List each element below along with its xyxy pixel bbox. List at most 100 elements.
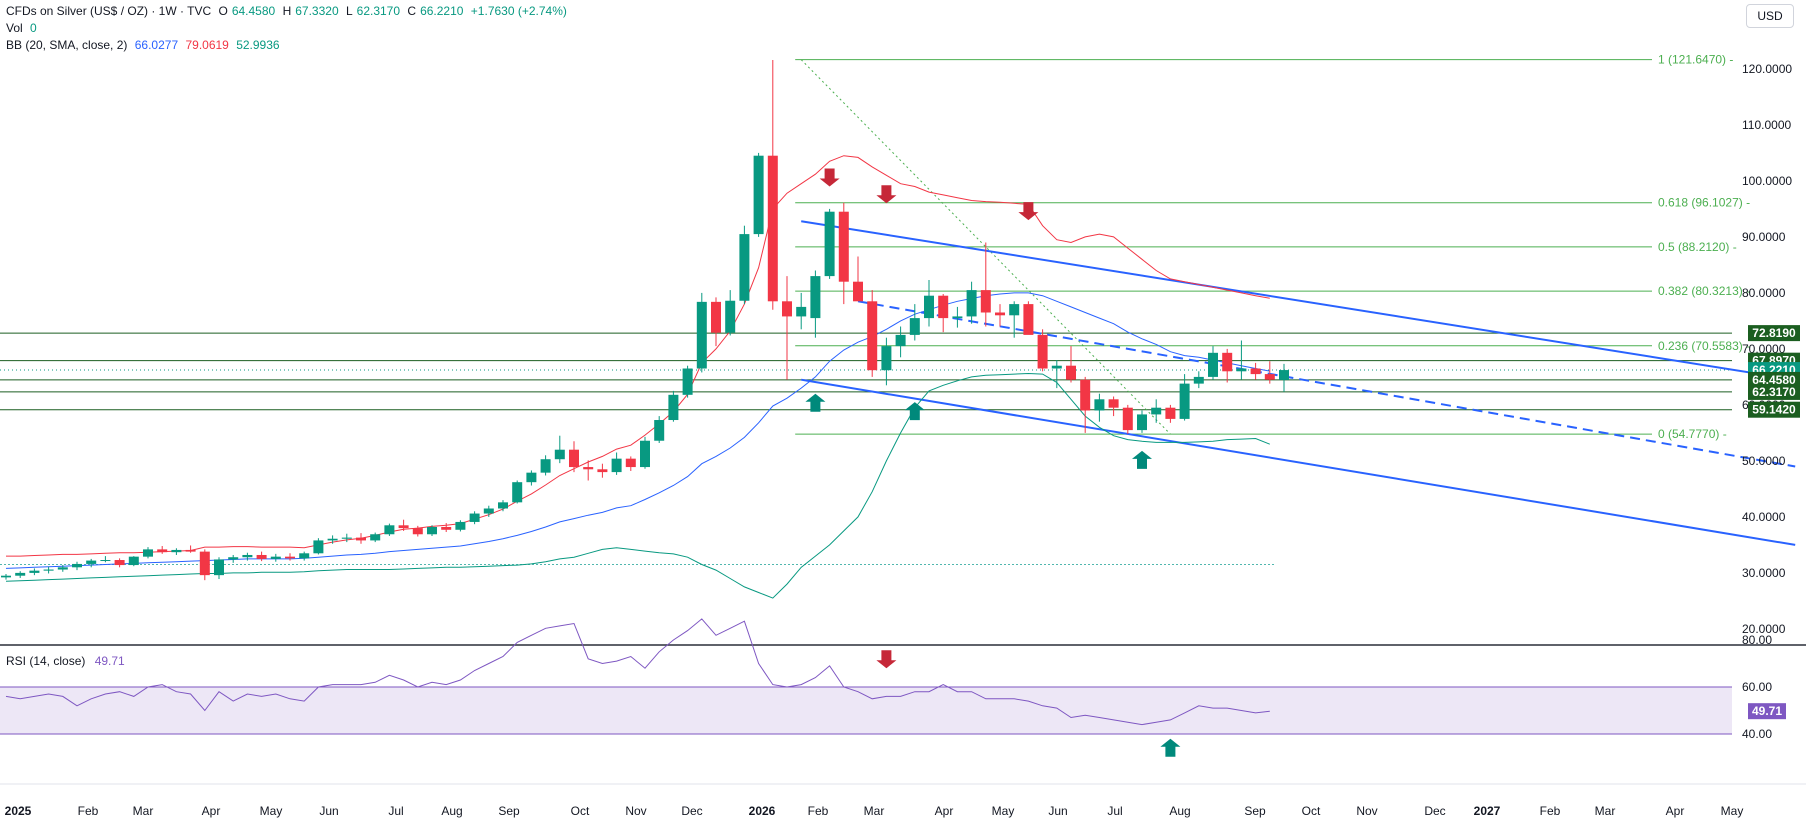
candle xyxy=(285,553,295,561)
candle-body xyxy=(753,155,764,235)
candle xyxy=(853,256,863,302)
candle-body xyxy=(427,526,437,535)
candle-body xyxy=(711,301,721,333)
candle xyxy=(753,152,764,237)
rsi-axis-tick: 80.00 xyxy=(1742,633,1772,647)
candle xyxy=(938,294,949,333)
candle xyxy=(1264,361,1275,384)
candle-body xyxy=(1023,304,1034,335)
candle xyxy=(270,553,281,562)
candle xyxy=(838,202,849,305)
candle-body xyxy=(441,526,452,530)
candle xyxy=(895,326,906,358)
candle xyxy=(597,463,608,478)
time-axis-tick: Mar xyxy=(133,804,154,818)
candle-body xyxy=(1193,376,1204,384)
candle-body xyxy=(299,553,310,559)
candle xyxy=(100,556,111,563)
candle-body xyxy=(228,557,239,560)
candle-body xyxy=(1279,370,1289,380)
candle xyxy=(1,574,11,580)
candle-body xyxy=(143,549,153,557)
time-axis-tick: 2027 xyxy=(1474,804,1501,818)
time-axis-tick: Jun xyxy=(1048,804,1067,818)
candle-body xyxy=(57,567,68,570)
candle-body xyxy=(1165,407,1176,419)
time-axis-tick: Jul xyxy=(1107,804,1122,818)
candle-body xyxy=(214,559,224,576)
candle xyxy=(966,281,977,324)
candle-body xyxy=(1080,379,1091,411)
candle xyxy=(128,556,139,567)
candle xyxy=(1137,410,1147,433)
candle-body xyxy=(767,155,778,302)
bb-basis-value: 66.0277 xyxy=(134,38,179,52)
candle xyxy=(313,538,324,555)
fib-level-label: 0 (54.7770) - xyxy=(1658,427,1727,441)
candle-body xyxy=(654,420,665,441)
candle xyxy=(171,548,182,555)
candle-body xyxy=(1264,374,1275,380)
channel-upper-line xyxy=(801,220,1796,381)
time-axis-tick: Feb xyxy=(808,804,829,818)
candle xyxy=(356,533,366,544)
candle-body xyxy=(327,538,338,541)
time-axis-tick: Dec xyxy=(681,804,702,818)
high-value: 67.3320 xyxy=(295,4,339,18)
candle-body xyxy=(782,301,792,317)
time-axis-tick: Mar xyxy=(1595,804,1616,818)
price-level-box xyxy=(1748,325,1800,342)
bb-upper-line xyxy=(6,155,1270,557)
candle xyxy=(242,552,253,561)
price-level-label: 72.8190 xyxy=(1752,326,1796,340)
candle xyxy=(625,456,636,471)
low-value: 62.3170 xyxy=(356,4,401,18)
time-axis-tick: Jun xyxy=(319,804,338,818)
fib-level-label: 0.236 (70.5583) - xyxy=(1658,339,1750,353)
candle xyxy=(412,525,423,537)
bb-lower-value: 52.9936 xyxy=(236,38,280,52)
ohlc-legend: CFDs on Silver (US$ / OZ) · 1W · TVC O 64… xyxy=(6,4,567,18)
candle-body xyxy=(810,276,821,319)
candle xyxy=(583,460,594,481)
candle-body xyxy=(554,449,565,460)
candle xyxy=(455,520,466,532)
time-axis-tick: Nov xyxy=(1356,804,1377,818)
time-axis-tick: Feb xyxy=(78,804,99,818)
candle-body xyxy=(1094,399,1105,411)
candle-body xyxy=(43,569,54,571)
candle xyxy=(540,455,551,476)
candle xyxy=(143,547,153,559)
sell-arrow-icon xyxy=(876,185,897,204)
candle xyxy=(1236,340,1247,380)
rsi-value-label: 49.71 xyxy=(1752,704,1782,718)
candle xyxy=(1009,301,1020,338)
candle xyxy=(1094,393,1105,422)
price-axis-tick: 100.0000 xyxy=(1742,174,1792,188)
candle xyxy=(427,525,437,536)
candle xyxy=(810,270,821,338)
candle-body xyxy=(128,556,139,566)
candle xyxy=(157,546,168,554)
time-axis-tick: Sep xyxy=(1244,804,1266,818)
candle-body xyxy=(668,394,679,421)
time-axis-tick: Nov xyxy=(625,804,646,818)
candle-body xyxy=(611,458,622,473)
candle-body xyxy=(1,575,11,578)
time-axis-tick: Apr xyxy=(1666,804,1685,818)
candle xyxy=(29,568,40,576)
currency-button[interactable]: USD xyxy=(1746,4,1794,28)
candle xyxy=(1222,348,1233,383)
candle-body xyxy=(583,467,594,470)
candle xyxy=(15,571,26,578)
price-axis-tick: 90.0000 xyxy=(1742,230,1786,244)
price-level-box xyxy=(1748,401,1800,418)
candle xyxy=(611,452,622,475)
candle-body xyxy=(15,572,26,576)
candle xyxy=(952,306,963,328)
candle xyxy=(980,242,991,327)
time-axis-tick: 2025 xyxy=(5,804,32,818)
candle xyxy=(1193,371,1204,389)
candle-body xyxy=(966,290,977,317)
